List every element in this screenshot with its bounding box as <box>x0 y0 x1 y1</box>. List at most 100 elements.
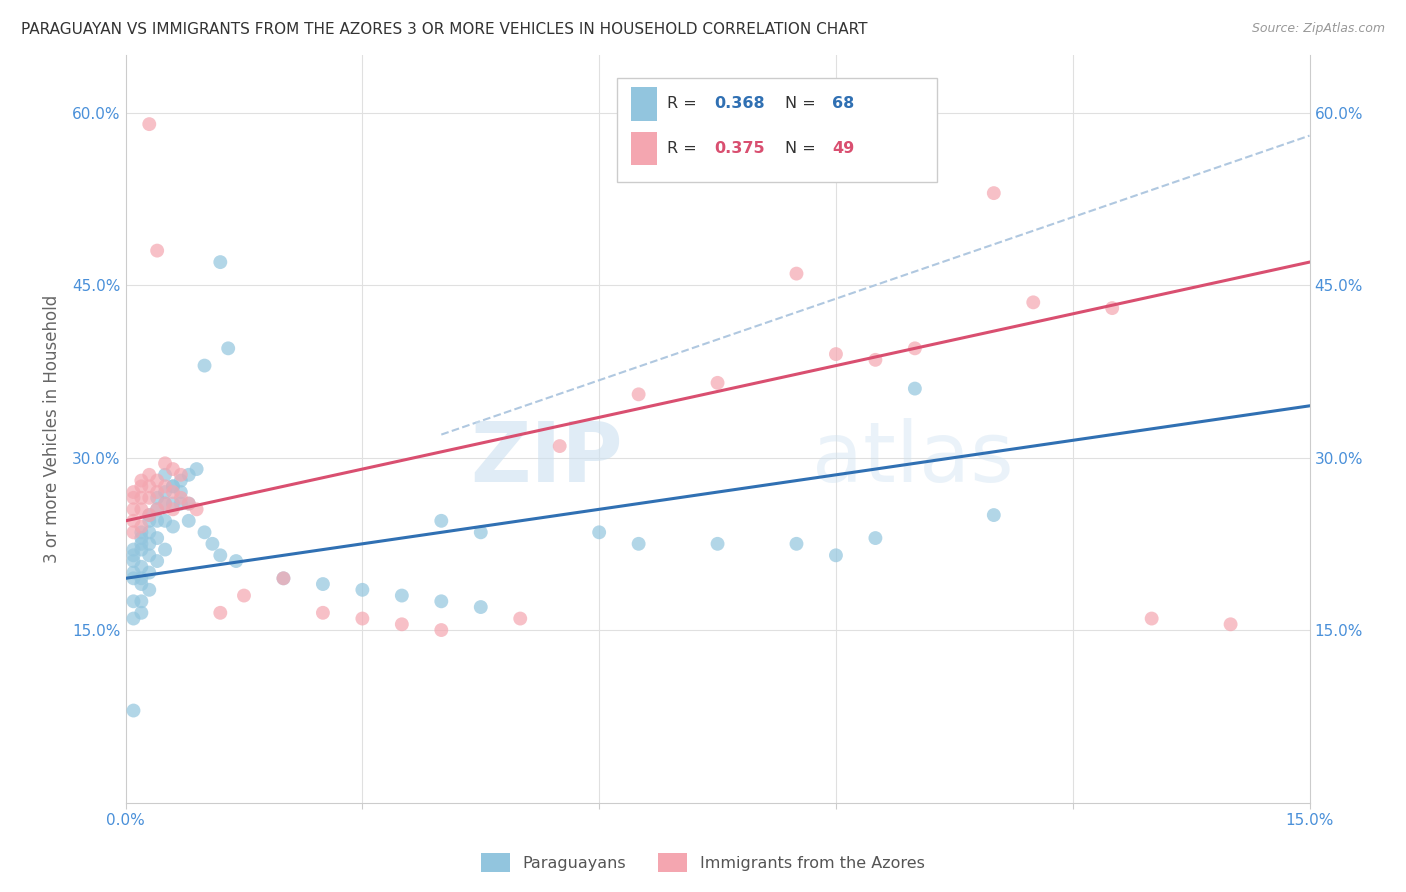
Bar <box>631 132 657 165</box>
Point <box>312 577 335 591</box>
Point <box>146 491 169 505</box>
Point <box>138 467 160 482</box>
Point <box>201 537 224 551</box>
Point <box>177 467 200 482</box>
Point <box>138 525 160 540</box>
Point <box>1022 295 1045 310</box>
Text: N =: N = <box>785 96 821 112</box>
Point <box>122 571 145 585</box>
Point <box>312 606 335 620</box>
Point <box>146 502 169 516</box>
Point <box>138 549 160 563</box>
Point <box>153 497 176 511</box>
Point <box>162 519 184 533</box>
Point <box>706 376 728 390</box>
Point <box>131 491 153 505</box>
Point <box>391 617 413 632</box>
Point <box>162 462 184 476</box>
Text: Source: ZipAtlas.com: Source: ZipAtlas.com <box>1251 22 1385 36</box>
Point <box>138 508 160 522</box>
Point <box>170 491 193 505</box>
Point <box>162 479 184 493</box>
Point <box>153 479 176 493</box>
Point <box>122 542 145 557</box>
Point <box>131 474 153 488</box>
Point <box>391 589 413 603</box>
Point <box>122 502 145 516</box>
Point <box>865 352 887 367</box>
Point <box>122 549 145 563</box>
Point <box>138 566 160 580</box>
Point <box>146 485 169 500</box>
Point <box>162 485 184 500</box>
Point <box>153 456 176 470</box>
Point <box>1101 301 1123 315</box>
Point <box>904 382 927 396</box>
Y-axis label: 3 or more Vehicles in Household: 3 or more Vehicles in Household <box>44 294 60 563</box>
Point <box>825 549 848 563</box>
Point <box>548 439 571 453</box>
Point <box>627 537 650 551</box>
Text: ZIP: ZIP <box>471 418 623 500</box>
Point <box>273 571 295 585</box>
Point <box>177 514 200 528</box>
Point <box>983 186 1005 201</box>
Point <box>627 387 650 401</box>
Point <box>209 606 232 620</box>
Point <box>131 502 153 516</box>
Point <box>153 514 176 528</box>
Point <box>153 485 176 500</box>
Point <box>131 519 153 533</box>
Point <box>153 467 176 482</box>
Point <box>785 537 807 551</box>
Point <box>177 497 200 511</box>
Point <box>122 525 145 540</box>
Point <box>1140 611 1163 625</box>
Point <box>138 491 160 505</box>
Point <box>122 514 145 528</box>
Point <box>983 508 1005 522</box>
Point <box>162 479 184 493</box>
Point <box>138 117 160 131</box>
Text: R =: R = <box>666 141 702 156</box>
Point <box>470 600 492 615</box>
Point <box>193 525 215 540</box>
Point <box>352 611 374 625</box>
Point <box>177 497 200 511</box>
Point <box>146 531 169 545</box>
Point <box>209 255 232 269</box>
Point <box>131 537 153 551</box>
Text: 68: 68 <box>832 96 855 112</box>
Point <box>430 623 453 637</box>
Point <box>170 485 193 500</box>
Point <box>153 497 176 511</box>
Point <box>138 508 160 522</box>
Point <box>122 485 145 500</box>
Point <box>352 582 374 597</box>
Point <box>430 514 453 528</box>
Text: 0.368: 0.368 <box>714 96 765 112</box>
Point <box>588 525 610 540</box>
Point <box>162 497 184 511</box>
Point <box>122 704 145 718</box>
Point <box>131 531 153 545</box>
Point <box>122 611 145 625</box>
Point <box>162 502 184 516</box>
Point <box>430 594 453 608</box>
Point <box>904 342 927 356</box>
Text: 49: 49 <box>832 141 855 156</box>
Point <box>138 479 160 493</box>
Point <box>122 554 145 568</box>
Point <box>131 594 153 608</box>
Point <box>225 554 247 568</box>
Point <box>785 267 807 281</box>
Point <box>706 537 728 551</box>
Point <box>217 342 239 356</box>
Point <box>186 502 208 516</box>
Bar <box>631 87 657 120</box>
Point <box>825 347 848 361</box>
Point <box>170 497 193 511</box>
Point <box>138 537 160 551</box>
Text: 0.375: 0.375 <box>714 141 765 156</box>
Point <box>131 525 153 540</box>
